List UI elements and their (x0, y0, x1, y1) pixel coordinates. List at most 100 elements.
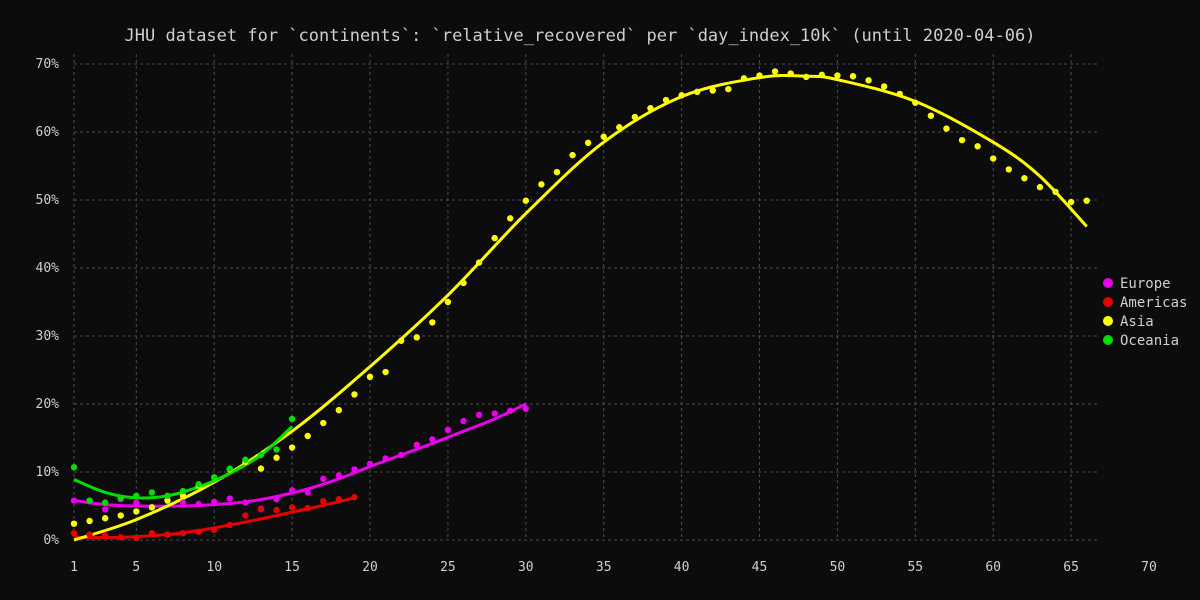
data-point-asia (1005, 166, 1012, 173)
x-tick-label: 35 (596, 560, 612, 575)
x-tick-label: 1 (70, 560, 78, 575)
data-point-asia (507, 215, 514, 222)
data-point-europe (382, 455, 389, 462)
data-point-americas (351, 493, 358, 501)
x-tick-label: 55 (907, 560, 923, 575)
legend-marker-americas (1103, 297, 1113, 307)
data-point-americas (195, 528, 202, 536)
x-tick-label: 5 (132, 560, 140, 575)
data-point-asia (164, 497, 171, 504)
data-point-asia (631, 113, 639, 121)
x-tick-label: 50 (830, 560, 846, 575)
x-tick-label: 65 (1063, 560, 1079, 575)
data-point-europe (70, 497, 78, 504)
data-point-asia (927, 112, 935, 119)
chart-title: JHU dataset for `continents`: `relative_… (125, 26, 1036, 46)
data-point-asia (740, 75, 748, 82)
trend-line-oceania (73, 425, 294, 500)
data-point-oceania (288, 415, 296, 423)
data-point-americas (164, 531, 171, 538)
data-point-asia (351, 391, 358, 398)
legend-marker-asia (1103, 316, 1113, 326)
trend-line-europe (73, 402, 527, 508)
data-point-americas (304, 504, 311, 512)
data-point-asia (880, 83, 888, 90)
data-point-americas (211, 526, 218, 533)
data-point-europe (304, 489, 311, 496)
data-point-europe (475, 411, 483, 419)
data-point-europe (366, 460, 374, 468)
data-point-asia (538, 181, 545, 188)
data-point-asia (912, 99, 919, 106)
data-point-americas (226, 521, 233, 529)
data-point-asia (1052, 188, 1059, 196)
y-tick-label: 0% (43, 533, 59, 548)
data-point-europe (522, 405, 530, 412)
data-point-asia (117, 512, 124, 519)
data-point-asia (273, 454, 280, 461)
data-point-asia (834, 72, 841, 79)
legend-marker-oceania (1103, 335, 1113, 345)
data-point-asia (320, 419, 327, 427)
data-point-asia (943, 125, 950, 132)
data-point-europe (211, 498, 218, 506)
data-point-europe (397, 451, 405, 459)
data-point-europe (491, 410, 498, 417)
x-tick-label: 25 (440, 560, 456, 575)
data-point-asia (522, 197, 530, 204)
legend: Europe Americas Asia Oceania (1103, 276, 1187, 349)
data-point-asia (569, 151, 576, 159)
data-point-asia (849, 73, 857, 80)
data-point-asia (958, 136, 966, 144)
data-point-oceania (242, 456, 249, 463)
data-point-asia (1036, 183, 1044, 191)
data-point-asia (771, 68, 779, 75)
data-point-oceania (101, 499, 109, 506)
data-point-europe (273, 496, 280, 503)
data-point-oceania (164, 492, 171, 499)
y-tick-label: 30% (36, 329, 60, 344)
data-point-asia (257, 465, 265, 472)
legend-label-oceania: Oceania (1120, 333, 1179, 349)
y-tick-label: 40% (36, 261, 60, 276)
data-point-europe (179, 499, 187, 506)
data-point-oceania (273, 446, 280, 453)
data-point-asia (335, 406, 343, 414)
data-point-asia (693, 88, 701, 96)
data-point-asia (865, 77, 872, 84)
y-axis-ticks: 0% 10% 20% 30% 40% 50% 60% 70% (36, 57, 60, 548)
x-axis-ticks: 1 5 10 15 20 25 30 35 40 45 50 55 60 65 70 (70, 560, 1157, 575)
data-point-asia (584, 139, 592, 147)
data-point-europe (507, 407, 514, 414)
data-point-asia (1021, 175, 1028, 182)
data-points (70, 68, 1090, 542)
y-tick-label: 70% (36, 57, 60, 72)
data-point-europe (335, 472, 343, 479)
data-point-asia (366, 373, 374, 380)
legend-label-asia: Asia (1120, 314, 1154, 330)
data-point-oceania (257, 451, 265, 459)
x-tick-label: 60 (985, 560, 1001, 575)
x-tick-label: 15 (284, 560, 300, 575)
data-point-asia (616, 124, 623, 131)
data-point-oceania (195, 481, 202, 488)
data-point-asia (803, 73, 810, 81)
data-point-asia (179, 492, 187, 499)
data-point-americas (86, 531, 93, 538)
data-point-americas (148, 530, 156, 537)
data-point-asia (1083, 197, 1090, 204)
data-point-americas (242, 512, 249, 519)
data-point-europe (429, 436, 436, 443)
data-point-asia (382, 368, 389, 376)
data-point-asia (70, 520, 78, 527)
data-point-asia (133, 508, 140, 515)
data-point-asia (444, 298, 452, 306)
data-point-asia (787, 70, 794, 77)
data-point-oceania (70, 464, 78, 471)
data-point-americas (288, 504, 296, 511)
data-point-asia (896, 90, 903, 98)
data-point-europe (444, 426, 452, 434)
x-tick-label: 40 (674, 560, 690, 575)
data-point-americas (70, 530, 78, 537)
